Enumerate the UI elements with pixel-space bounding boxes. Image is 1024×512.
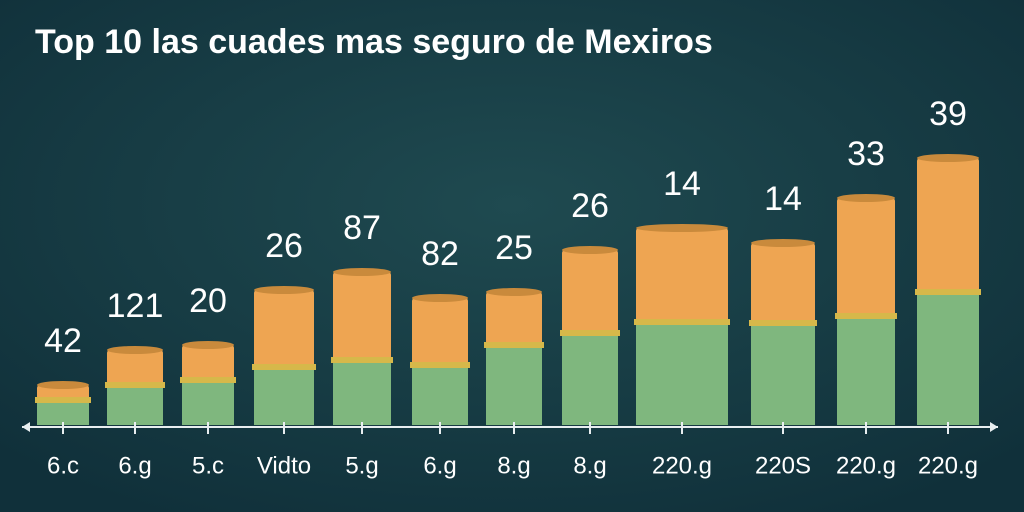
- x-tick-label: 220.g: [918, 452, 978, 479]
- bar-segment: [636, 322, 728, 425]
- bar-top: [412, 294, 468, 302]
- bar-top: [486, 288, 542, 296]
- annotation: 42: [44, 322, 82, 360]
- bar-segment: [486, 345, 542, 425]
- annotation: 39: [929, 95, 967, 133]
- bar-top: [917, 154, 979, 162]
- annotation: 121: [107, 287, 164, 325]
- x-tick-label: 6.g: [423, 452, 456, 479]
- bar-segment: [37, 400, 89, 425]
- x-tick-label: Vidto: [257, 452, 311, 479]
- bar-segment: [917, 292, 979, 425]
- x-tick-label: 220.g: [836, 452, 896, 479]
- bar-segment: [254, 290, 314, 367]
- annotation: 26: [571, 187, 609, 225]
- bar-segment: [486, 292, 542, 345]
- annotation: 14: [663, 165, 701, 203]
- bar-top: [37, 381, 89, 389]
- annotation: 33: [847, 135, 885, 173]
- annotation: 87: [343, 209, 381, 247]
- segment-band: [105, 382, 165, 388]
- segment-band: [35, 397, 91, 403]
- bar-segment: [917, 158, 979, 292]
- bar-segment: [636, 228, 728, 322]
- bar-segment: [751, 323, 815, 425]
- bar-top: [182, 341, 234, 349]
- bar-top: [636, 224, 728, 232]
- bar-segment: [182, 345, 234, 380]
- bar-segment: [751, 243, 815, 323]
- x-tick-label: 6.c: [47, 452, 79, 479]
- bar-segment: [333, 360, 391, 425]
- bar-top: [254, 286, 314, 294]
- segment-band: [915, 289, 981, 295]
- annotation: 82: [421, 235, 459, 273]
- annotation: 14: [764, 180, 802, 218]
- bar-top: [751, 239, 815, 247]
- bar-segment: [837, 316, 895, 425]
- segment-band: [180, 377, 236, 383]
- bar-segment: [37, 385, 89, 400]
- x-tick-label: 5.c: [192, 452, 224, 479]
- bar-segment: [107, 350, 163, 385]
- bar-segment: [254, 367, 314, 425]
- x-tick-label: 220S: [755, 452, 811, 479]
- x-tick-label: 8.g: [497, 452, 530, 479]
- segment-band: [749, 320, 817, 326]
- bar-segment: [837, 198, 895, 316]
- x-tick-label: 220.g: [652, 452, 712, 479]
- segment-band: [560, 330, 620, 336]
- bar-segment: [182, 380, 234, 425]
- x-tick-label: 5.g: [345, 452, 378, 479]
- x-tick-label: 6.g: [118, 452, 151, 479]
- annotation: 25: [495, 229, 533, 267]
- bar-top: [107, 346, 163, 354]
- segment-band: [484, 342, 544, 348]
- bar-top: [333, 268, 391, 276]
- bar-segment: [412, 298, 468, 365]
- segment-band: [331, 357, 393, 363]
- segment-band: [634, 319, 730, 325]
- segment-band: [835, 313, 897, 319]
- bar-top: [837, 194, 895, 202]
- chart-title: Top 10 las cuades mas seguro de Mexiros: [35, 23, 713, 61]
- bar-top: [562, 246, 618, 254]
- bar-segment: [562, 333, 618, 425]
- x-tick-label: 8.g: [573, 452, 606, 479]
- segment-band: [410, 362, 470, 368]
- annotation: 26: [265, 227, 303, 265]
- bar-segment: [333, 272, 391, 360]
- bar-segment: [107, 385, 163, 425]
- segment-band: [252, 364, 316, 370]
- bar-segment: [412, 365, 468, 425]
- bar-segment: [562, 250, 618, 333]
- annotation: 20: [189, 282, 227, 320]
